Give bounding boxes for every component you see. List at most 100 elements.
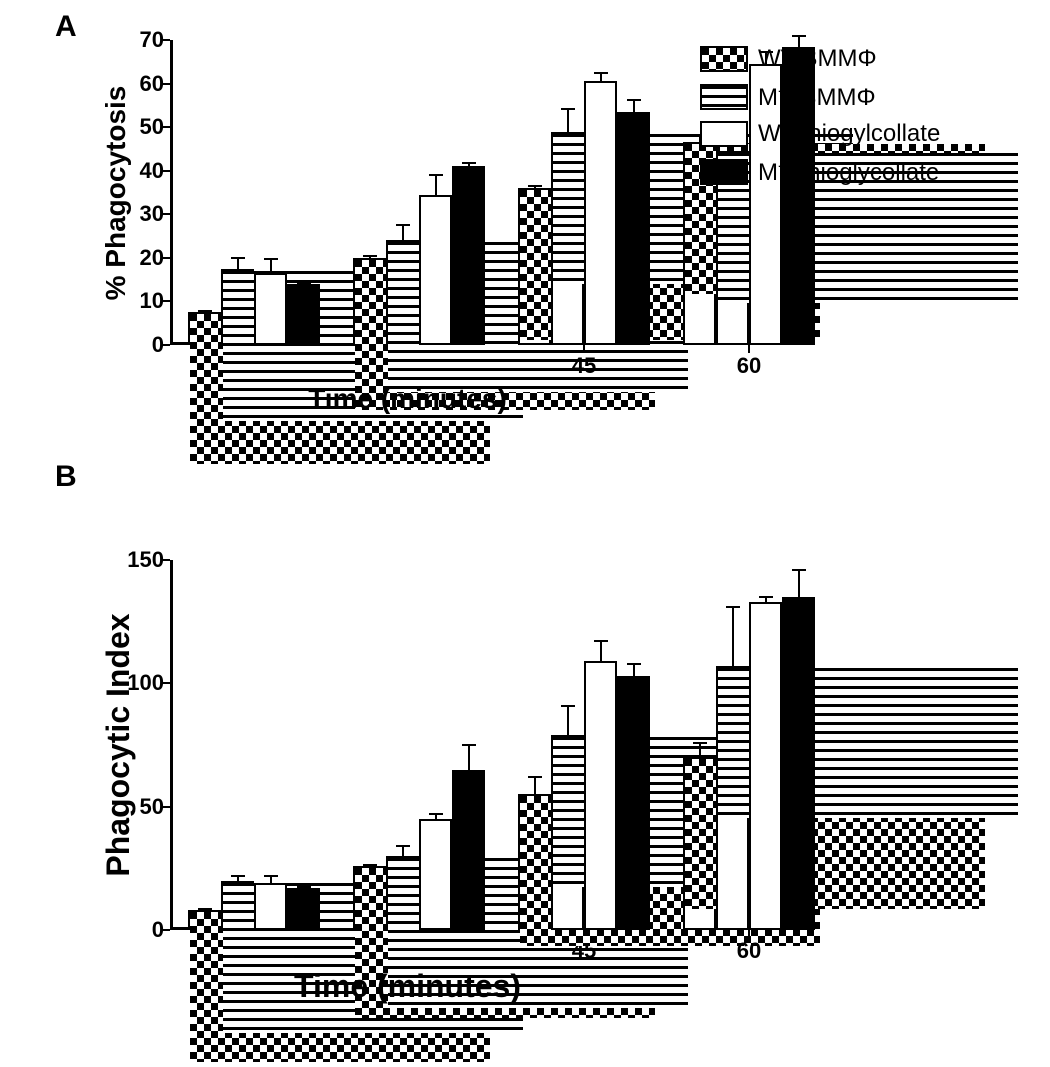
x-tick-mark — [748, 930, 750, 938]
error-cap — [759, 596, 773, 598]
y-tick-mark — [162, 559, 170, 561]
figure-root: A 010203040506070% Phagocytosis15304560T… — [0, 0, 1050, 1050]
chart-b: 050100150Phagocytic Index15204560Time (m… — [170, 560, 645, 930]
chart-a: 010203040506070% Phagocytosis15304560Tim… — [170, 40, 645, 345]
legend-item: WT BMMΦ — [700, 45, 940, 73]
x-axis-label: Time (minutes) — [294, 968, 521, 1005]
error-bar — [798, 570, 800, 597]
error-bar — [567, 109, 569, 132]
error-bar — [633, 664, 635, 676]
error-bar — [633, 100, 635, 112]
legend-label: M-/- BMMΦ — [758, 81, 876, 112]
bar — [386, 240, 419, 345]
error-cap — [693, 742, 707, 744]
error-bar — [699, 743, 701, 758]
legend: WT BMMΦ M-/- BMMΦ WT thiogylcollate M-/- th… — [700, 45, 940, 195]
error-cap — [363, 255, 377, 257]
legend-swatch — [700, 159, 748, 185]
error-cap — [396, 845, 410, 847]
error-cap — [264, 258, 278, 260]
legend-label: WT BMMΦ — [758, 45, 877, 73]
error-cap — [297, 886, 311, 888]
legend-item: M-/- thioglycollate — [700, 156, 940, 187]
y-tick-mark — [162, 682, 170, 684]
bar — [716, 666, 749, 930]
legend-swatch — [700, 84, 748, 110]
bar — [287, 888, 320, 930]
bar — [419, 195, 452, 345]
bar — [353, 258, 386, 345]
bar — [452, 770, 485, 930]
legend-item: WT thiogylcollate — [700, 120, 940, 148]
bar — [419, 819, 452, 930]
legend-swatch — [700, 46, 748, 72]
x-axis-label: Time (minutes) — [308, 383, 507, 415]
bar — [353, 866, 386, 930]
error-cap — [792, 35, 806, 37]
bar — [518, 794, 551, 930]
error-bar — [402, 225, 404, 240]
bar — [617, 676, 650, 930]
bar — [617, 112, 650, 345]
error-cap — [462, 744, 476, 746]
bar — [584, 661, 617, 930]
error-bar — [237, 258, 239, 269]
y-tick-mark — [162, 213, 170, 215]
error-cap — [594, 72, 608, 74]
bar — [782, 597, 815, 930]
error-bar — [567, 706, 569, 736]
bar — [254, 273, 287, 345]
y-axis — [170, 40, 173, 345]
y-axis-label: % Phagocytosis — [100, 85, 132, 300]
legend-swatch — [700, 121, 748, 147]
bar — [287, 284, 320, 345]
legend-label: M-/- thioglycollate — [758, 156, 939, 187]
error-bar — [600, 73, 602, 82]
error-cap — [231, 875, 245, 877]
bar — [188, 910, 221, 930]
bar — [584, 81, 617, 345]
y-tick-mark — [162, 170, 170, 172]
error-bar — [600, 641, 602, 661]
bar — [221, 881, 254, 930]
bar — [749, 602, 782, 930]
error-bar — [534, 777, 536, 794]
y-tick-mark — [162, 806, 170, 808]
error-bar — [270, 876, 272, 883]
bar — [551, 132, 584, 346]
error-bar — [270, 259, 272, 273]
panel-a-label: A — [55, 10, 77, 44]
bar — [452, 166, 485, 345]
error-cap — [429, 174, 443, 176]
error-bar — [402, 846, 404, 856]
bar — [386, 856, 419, 930]
error-cap — [627, 663, 641, 665]
error-cap — [528, 185, 542, 187]
bar — [551, 735, 584, 930]
y-tick-mark — [162, 83, 170, 85]
y-tick-mark — [162, 126, 170, 128]
error-cap — [726, 606, 740, 608]
bar — [518, 188, 551, 345]
error-bar — [732, 607, 734, 666]
y-tick-mark — [162, 39, 170, 41]
error-cap — [561, 108, 575, 110]
panel-b-label: B — [55, 460, 77, 494]
error-cap — [231, 257, 245, 259]
y-axis-label: Phagocytic Index — [100, 613, 137, 876]
error-cap — [297, 282, 311, 284]
bar — [221, 269, 254, 345]
error-cap — [627, 99, 641, 101]
bar — [254, 883, 287, 930]
x-tick-mark — [748, 345, 750, 353]
error-cap — [561, 705, 575, 707]
y-tick-mark — [162, 344, 170, 346]
error-bar — [468, 745, 470, 770]
error-cap — [594, 640, 608, 642]
legend-label: WT thiogylcollate — [758, 120, 940, 148]
legend-item: M-/- BMMΦ — [700, 81, 940, 112]
error-bar — [435, 175, 437, 195]
error-cap — [363, 864, 377, 866]
error-cap — [528, 776, 542, 778]
error-cap — [396, 224, 410, 226]
